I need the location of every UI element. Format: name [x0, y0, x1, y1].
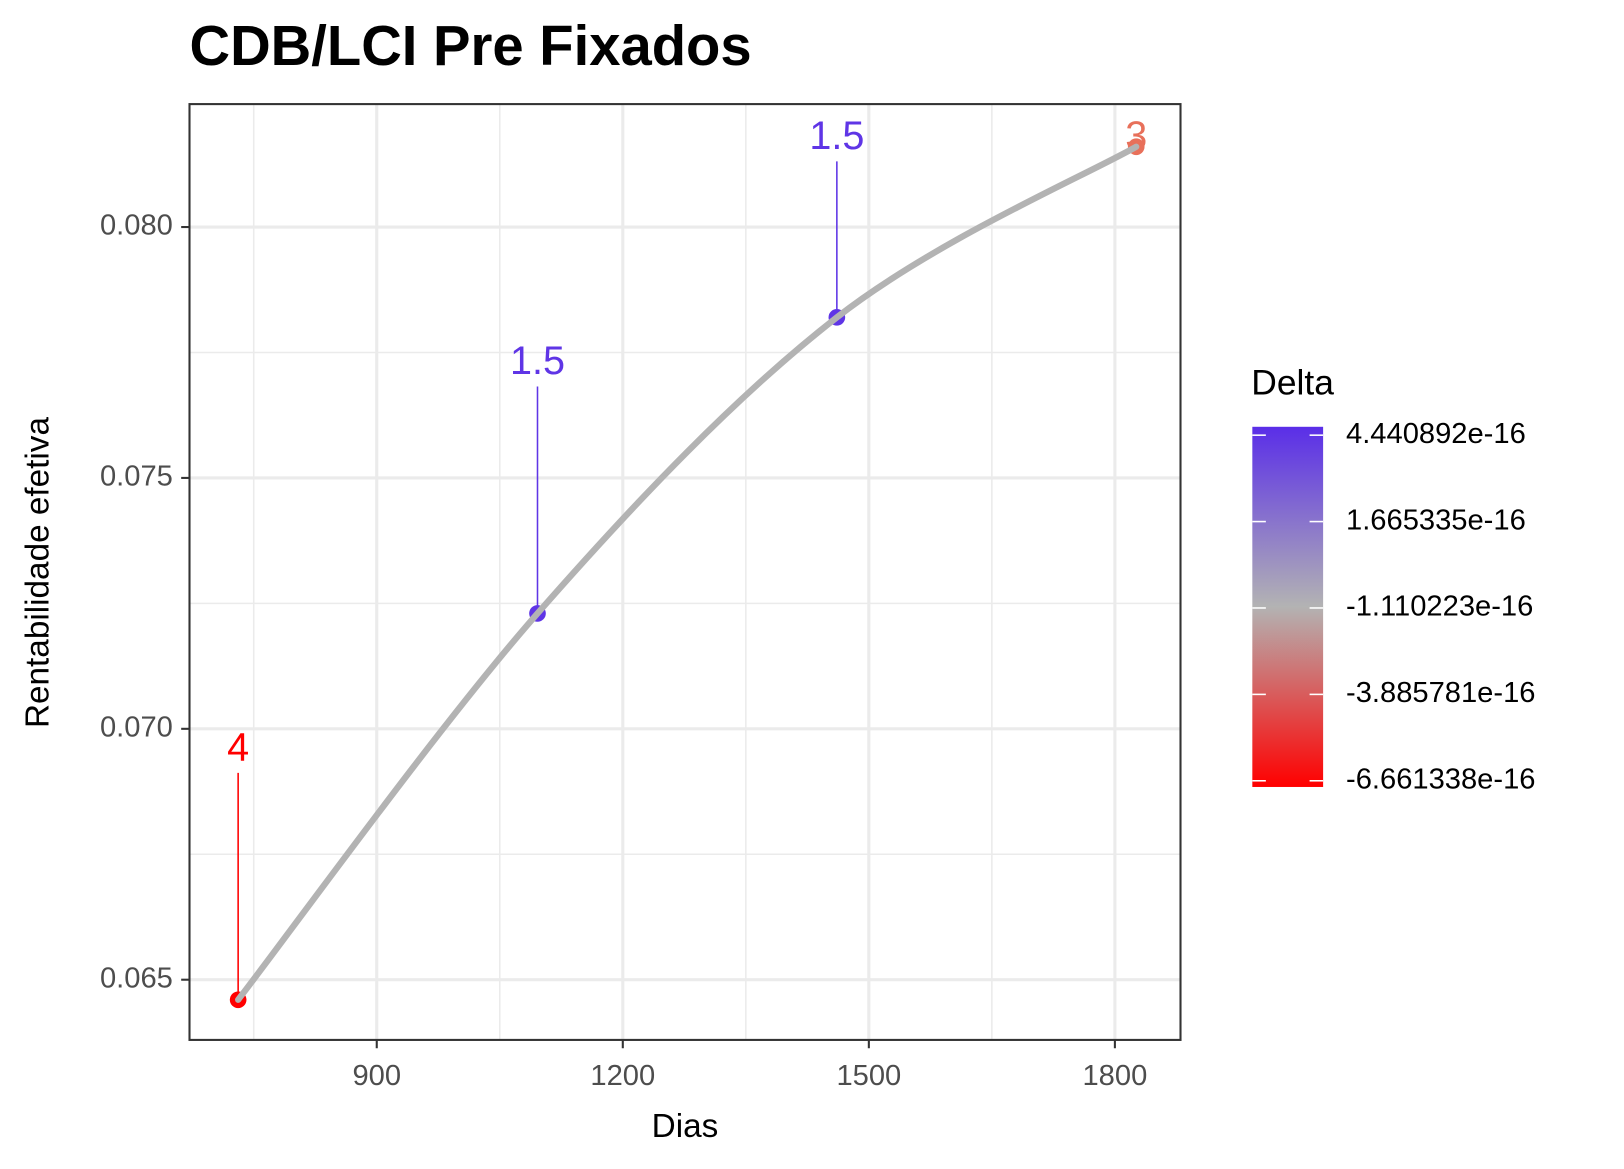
colorbar	[1252, 426, 1324, 787]
x-tick-label: 1200	[590, 1060, 655, 1092]
x-axis-label: Dias	[652, 1108, 719, 1145]
x-tick-label: 1800	[1082, 1060, 1147, 1092]
legend-label: -1.110223e-16	[1346, 591, 1533, 623]
legend-label: 1.665335e-16	[1346, 504, 1526, 536]
legend-label: 4.440892e-16	[1346, 418, 1526, 450]
data-label: 1.5	[510, 339, 565, 383]
data-label: 4	[227, 725, 249, 769]
y-axis-label: Rentabilidade efetiva	[19, 417, 56, 728]
x-tick-label: 1500	[836, 1060, 901, 1092]
chart-title: CDB/LCI Pre Fixados	[190, 14, 752, 77]
x-tick-label: 900	[352, 1060, 401, 1092]
legend-label: -3.885781e-16	[1346, 677, 1535, 709]
legend-title: Delta	[1251, 363, 1334, 402]
y-tick-label: 0.075	[100, 461, 173, 493]
y-tick-label: 0.065	[100, 962, 173, 994]
data-label: 1.5	[809, 114, 864, 158]
smooth-line	[235, 143, 1140, 1003]
plot-border	[188, 103, 1182, 1041]
y-tick-label: 0.070	[100, 712, 173, 744]
legend-label: -6.661338e-16	[1346, 763, 1535, 795]
y-tick-label: 0.080	[100, 210, 173, 242]
